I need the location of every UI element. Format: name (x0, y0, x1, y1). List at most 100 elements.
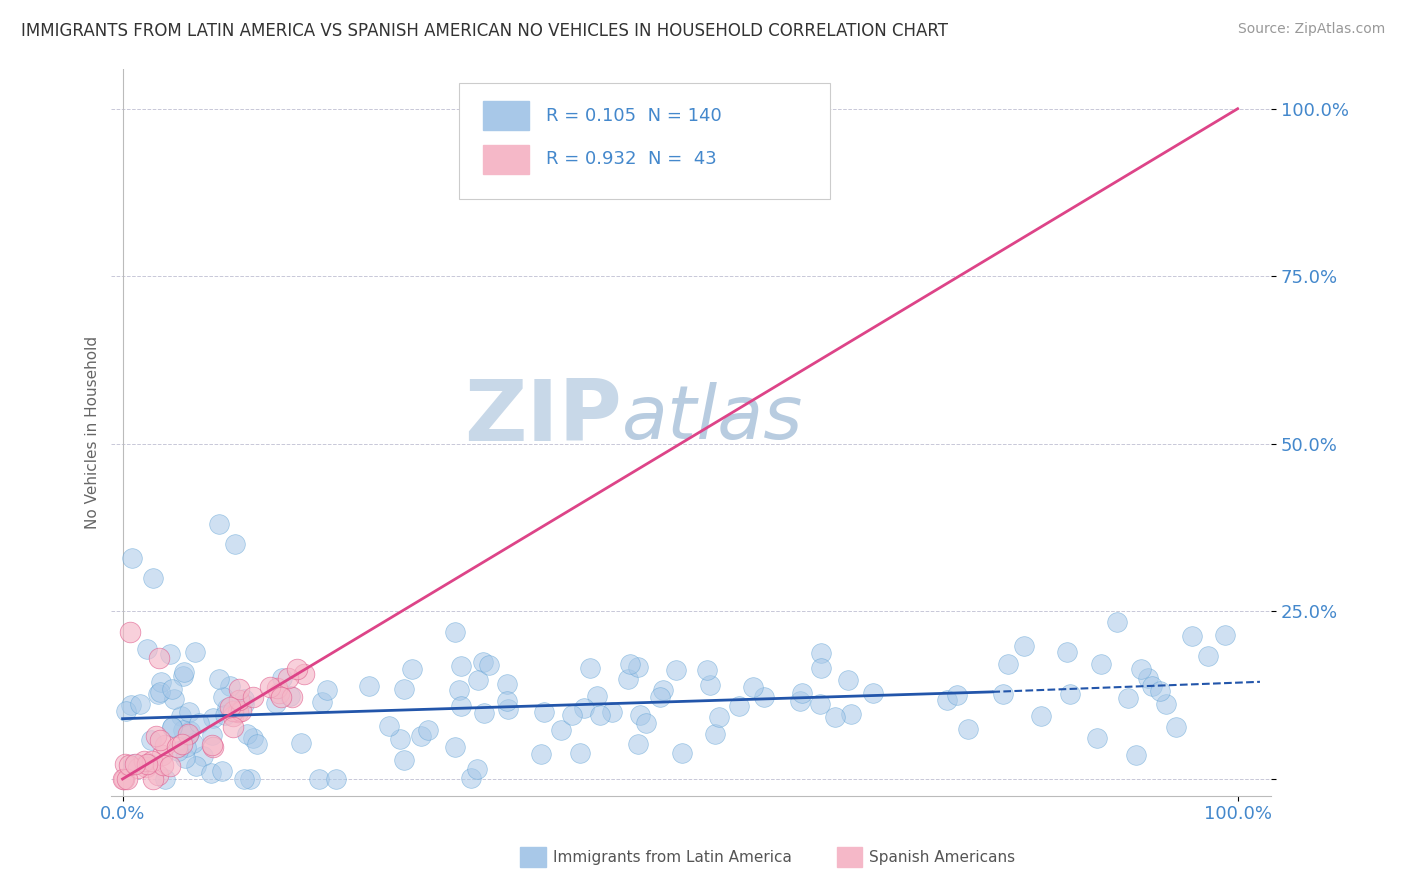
Point (174, 751, 197, 765)
Bar (482, 145, 529, 174)
Point (281, 690, 304, 704)
Point (162, 692, 184, 706)
Point (266, 681, 288, 695)
Point (191, 748, 214, 763)
Point (114, 756, 136, 771)
Point (636, 716, 658, 731)
Point (1140, 680, 1163, 694)
Point (311, 695, 333, 709)
Point (447, 683, 470, 698)
Point (159, 647, 181, 661)
Point (648, 690, 671, 704)
Point (824, 710, 846, 724)
Point (259, 680, 281, 694)
Point (112, 772, 135, 786)
Point (290, 736, 312, 750)
Point (121, 550, 143, 565)
Y-axis label: No Vehicles in Household: No Vehicles in Household (86, 335, 100, 529)
Point (222, 709, 245, 723)
Point (1213, 628, 1236, 642)
Point (118, 624, 141, 639)
Point (467, 673, 489, 687)
Point (792, 685, 814, 699)
Point (389, 732, 412, 747)
Point (752, 690, 775, 704)
Point (142, 772, 165, 786)
Point (146, 768, 169, 782)
Point (129, 698, 152, 712)
Point (170, 709, 193, 723)
Point (179, 705, 201, 719)
Point (572, 701, 595, 715)
Point (294, 667, 316, 681)
Point (208, 673, 231, 687)
Point (841, 706, 863, 721)
Point (242, 690, 264, 705)
Point (150, 748, 173, 763)
Text: Spanish Americans: Spanish Americans (869, 850, 1015, 864)
Point (627, 660, 650, 674)
Point (652, 682, 675, 697)
Point (741, 681, 763, 695)
Point (200, 766, 222, 780)
Point (1181, 629, 1204, 643)
Point (325, 772, 347, 786)
Point (170, 737, 193, 751)
Point (239, 772, 262, 786)
Point (141, 754, 163, 768)
Point (569, 746, 592, 760)
Point (228, 693, 250, 707)
Point (201, 728, 224, 742)
Point (1029, 708, 1052, 723)
Point (173, 665, 195, 680)
Point (270, 671, 292, 685)
Point (160, 681, 183, 696)
Point (699, 678, 721, 692)
Point (148, 651, 170, 665)
Point (236, 727, 259, 741)
Point (1136, 671, 1159, 685)
Point (495, 693, 517, 707)
Point (228, 682, 250, 697)
Point (665, 664, 688, 678)
Point (135, 642, 157, 657)
Point (278, 689, 301, 703)
Point (703, 727, 725, 741)
Point (264, 696, 287, 710)
Point (416, 723, 439, 737)
Point (810, 661, 832, 675)
Point (862, 686, 884, 700)
Point (142, 571, 165, 585)
Point (997, 657, 1019, 672)
Point (269, 686, 291, 700)
Point (181, 735, 204, 749)
Point (1085, 731, 1108, 746)
Point (218, 700, 240, 714)
Point (394, 753, 416, 767)
Point (707, 709, 730, 723)
Point (231, 705, 253, 719)
Point (162, 720, 184, 734)
Point (808, 697, 831, 711)
Point (460, 771, 482, 785)
Point (208, 517, 231, 532)
Point (810, 646, 832, 660)
Point (529, 747, 551, 761)
Point (1130, 662, 1153, 676)
Point (145, 729, 167, 743)
Point (149, 732, 172, 747)
Text: atlas: atlas (621, 382, 803, 454)
Point (619, 657, 641, 672)
Point (696, 663, 718, 677)
Point (465, 762, 488, 776)
Point (1056, 644, 1078, 658)
Point (215, 701, 238, 715)
Point (219, 679, 242, 693)
Point (153, 772, 176, 786)
Point (212, 690, 235, 704)
Point (1014, 639, 1036, 653)
FancyBboxPatch shape (460, 83, 831, 200)
Point (118, 758, 141, 772)
Point (671, 747, 693, 761)
Point (139, 756, 162, 771)
